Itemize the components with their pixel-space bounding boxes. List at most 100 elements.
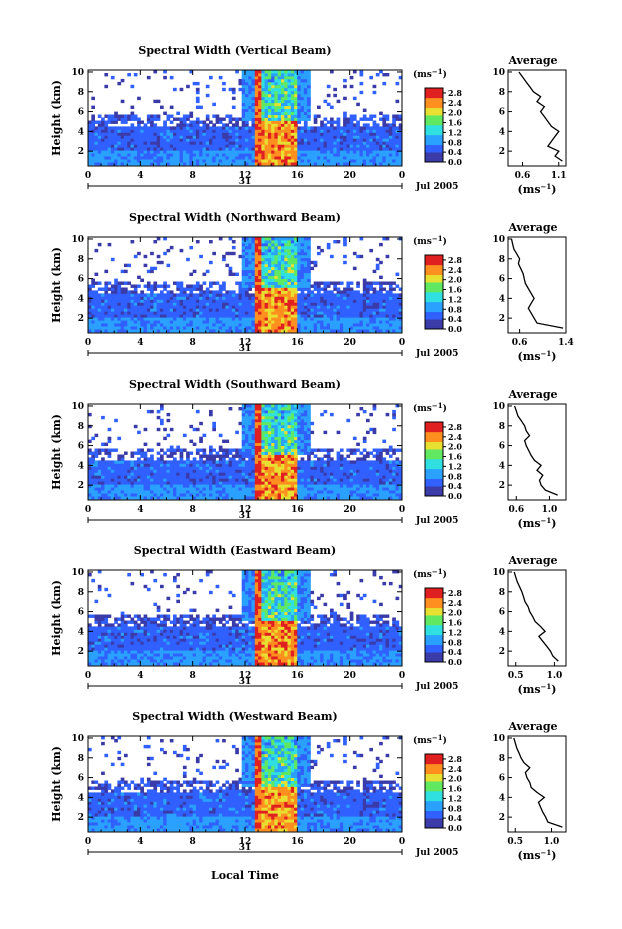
- heatmap-cell: [124, 487, 128, 491]
- heatmap-cell: [176, 123, 180, 127]
- heatmap-cell: [274, 284, 279, 288]
- heatmap-cell: [261, 240, 266, 244]
- heatmap-cell: [199, 326, 203, 330]
- heatmap-cell: [153, 138, 158, 142]
- heatmap-cell: [281, 96, 285, 101]
- heatmap-cell: [218, 445, 223, 449]
- heatmap-cell: [133, 150, 138, 154]
- heatmap-cell: [209, 284, 213, 288]
- heatmap-cell: [189, 439, 194, 443]
- heatmap-cell: [297, 323, 301, 327]
- heatmap-cell: [117, 475, 122, 479]
- heatmap-cell: [359, 317, 364, 321]
- heatmap-cell: [182, 120, 187, 124]
- heatmap-cell: [140, 478, 144, 482]
- heatmap-cell: [120, 299, 125, 303]
- heatmap-cell: [398, 114, 403, 118]
- heatmap-cell: [359, 237, 364, 241]
- heatmap-cell: [104, 296, 109, 300]
- heatmap-cell: [317, 323, 321, 327]
- heatmap-cell: [245, 123, 249, 127]
- heatmap-cell: [209, 150, 213, 154]
- heatmap-cell: [303, 314, 308, 318]
- heatmap-cell: [97, 484, 102, 488]
- heatmap-cell: [395, 141, 400, 145]
- heatmap-cell: [258, 102, 262, 107]
- heatmap-cell: [277, 162, 282, 166]
- heatmap-cell: [281, 296, 285, 300]
- heatmap-cell: [352, 320, 357, 324]
- heatmap-cell: [245, 418, 249, 423]
- heatmap-cell: [372, 299, 377, 303]
- heatmap-cell: [320, 120, 324, 124]
- heatmap-cell: [356, 135, 360, 139]
- heatmap-cell: [277, 248, 282, 253]
- heatmap-cell: [156, 156, 161, 160]
- heatmap-cell: [235, 302, 239, 306]
- heatmap-cell: [248, 156, 252, 160]
- heatmap-cell: [287, 272, 292, 276]
- heatmap-cell: [297, 108, 301, 112]
- heatmap-cell: [366, 320, 370, 324]
- heatmap-cell: [307, 144, 311, 148]
- heatmap-cell: [303, 99, 308, 104]
- heatmap-cell: [251, 278, 256, 282]
- heatmap-cell: [281, 329, 285, 333]
- heatmap-cell: [339, 296, 344, 300]
- heatmap-cell: [241, 412, 246, 417]
- heatmap-cell: [235, 281, 239, 285]
- heatmap-cell: [140, 156, 144, 160]
- heatmap-cell: [212, 466, 216, 470]
- heatmap-cell: [294, 266, 298, 271]
- heatmap-cell: [245, 311, 249, 315]
- heatmap-cell: [160, 472, 164, 476]
- heatmap-cell: [235, 70, 239, 74]
- heatmap-cell: [160, 326, 164, 330]
- heatmap-cell: [281, 248, 285, 253]
- heatmap-cell: [294, 135, 298, 139]
- heatmap-cell: [245, 323, 249, 327]
- heatmap-cell: [326, 314, 331, 318]
- heatmap-cell: [372, 114, 377, 118]
- heatmap-cell: [310, 308, 315, 312]
- heatmap-cell: [307, 248, 311, 253]
- heatmap-cell: [143, 326, 148, 330]
- heatmap-cell: [176, 445, 180, 449]
- heatmap-cell: [104, 493, 109, 497]
- heatmap-cell: [212, 150, 216, 154]
- panel-1: Spectral Width (Vertical Beam)108642Heig…: [50, 44, 567, 196]
- heatmap-cell: [352, 132, 357, 136]
- heatmap-cell: [248, 463, 252, 467]
- heatmap-cell: [173, 311, 177, 315]
- heatmap-cell: [307, 308, 311, 312]
- heatmap-cell: [202, 290, 207, 294]
- heatmap-cell: [300, 73, 305, 77]
- heatmap-cell: [310, 153, 315, 157]
- heatmap-cell: [189, 451, 194, 455]
- heatmap-cell: [120, 120, 125, 124]
- heatmap-cell: [303, 108, 308, 112]
- profile-unit-close: ): [551, 350, 556, 363]
- heatmap-cell: [117, 162, 122, 166]
- heatmap-cell: [382, 329, 387, 333]
- heatmap-cell: [146, 320, 151, 324]
- heatmap-cell: [307, 162, 311, 166]
- heatmap-cell: [254, 248, 259, 253]
- heatmap-cell: [375, 150, 380, 154]
- heatmap-cell: [274, 299, 279, 303]
- heatmap-cell: [238, 281, 243, 285]
- heatmap-cell: [277, 87, 282, 92]
- heatmap-cell: [277, 153, 282, 157]
- heatmap-cell: [104, 135, 109, 139]
- heatmap-cell: [195, 299, 200, 303]
- heatmap-cell: [169, 478, 174, 482]
- heatmap-cell: [294, 132, 298, 136]
- heatmap-cell: [163, 299, 167, 303]
- heatmap-cell: [261, 114, 266, 118]
- heatmap-cell: [169, 469, 174, 473]
- heatmap-cell: [382, 132, 387, 136]
- heatmap-cell: [169, 141, 174, 145]
- heatmap-cell: [120, 490, 125, 494]
- heatmap-cell: [140, 472, 144, 476]
- heatmap-cell: [107, 144, 112, 148]
